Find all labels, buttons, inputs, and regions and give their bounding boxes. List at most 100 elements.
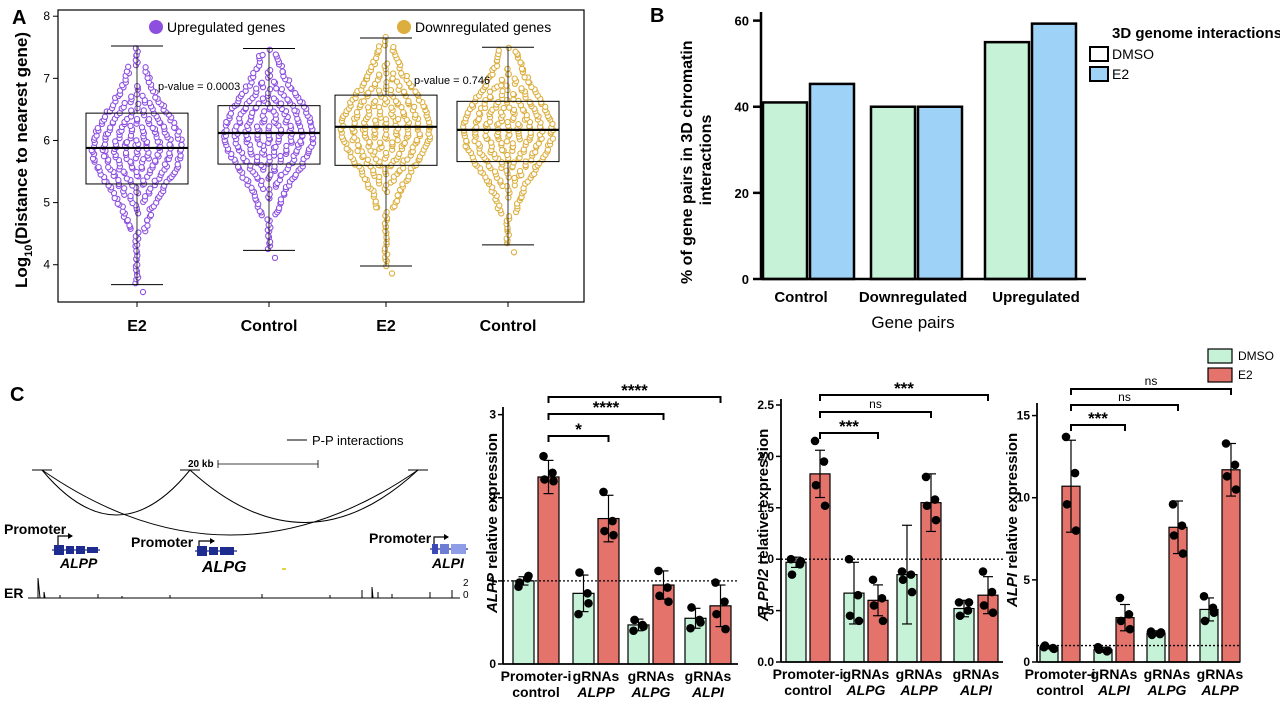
swarm-point — [383, 79, 390, 86]
data-point — [712, 609, 721, 619]
panel-a-y-ticks: 4 5 6 7 8 — [43, 9, 58, 272]
data-point — [600, 526, 609, 536]
gene-alpp-exon — [66, 546, 74, 554]
swarm-point — [261, 108, 268, 115]
swarm-point — [141, 193, 149, 200]
swarm-point — [149, 124, 156, 132]
y-tick-label: 0 — [489, 657, 496, 671]
swarm-point — [503, 82, 510, 89]
data-point — [955, 611, 965, 621]
swarm-point — [394, 137, 401, 144]
swarm-point — [499, 88, 506, 95]
swarm-point — [390, 43, 397, 51]
swarm-point — [371, 80, 379, 88]
data-point — [548, 468, 557, 478]
swarm-point — [511, 174, 518, 182]
significance-bracket — [819, 394, 989, 401]
pvalue-down: p-value = 0.746 — [414, 75, 490, 87]
er-track-signal — [37, 577, 453, 599]
promoter-arrowhead-alpg — [210, 538, 215, 544]
swarm-point — [518, 65, 526, 72]
c2-y-label: ALPPl2 relative expression — [755, 429, 772, 623]
significance-label: * — [575, 420, 582, 439]
swarm-point — [392, 98, 400, 105]
gene-alpg-exon — [209, 547, 218, 555]
promoter-label-alpp: Promoter — [4, 521, 67, 537]
significance-label: *** — [894, 379, 914, 398]
swarm-point — [486, 93, 494, 100]
significance-bracket — [819, 432, 879, 439]
swarm-point — [105, 164, 112, 171]
bar-e2 — [537, 476, 560, 665]
swarm-point — [504, 118, 511, 126]
swarm-point — [128, 93, 135, 100]
bar-dmso — [512, 580, 535, 665]
x-tick-label: control — [1036, 682, 1083, 698]
swarm-point — [375, 104, 383, 111]
y-tick-label: 15 — [1017, 409, 1031, 423]
swarm-point — [140, 177, 147, 184]
swarm-point — [271, 163, 278, 170]
panel-c1-chart: Promoter-icontrolgRNAsALPPgRNAsALPGgRNAs… — [489, 381, 738, 700]
significance-bracket — [1070, 388, 1232, 395]
x-tick-label: control — [512, 684, 559, 700]
swarm-point — [404, 156, 411, 163]
swarm-point — [382, 166, 389, 173]
bar-e2 — [1221, 469, 1241, 663]
swarm-point — [498, 159, 505, 166]
c3-y-label: ALPI relative expression — [1004, 433, 1021, 608]
panel-c-label: C — [10, 384, 24, 406]
swarm-point — [486, 88, 494, 95]
swarm-point — [375, 43, 383, 50]
data-point — [696, 618, 705, 627]
data-point — [711, 578, 720, 587]
x-tick-label: gRNAs — [685, 668, 732, 684]
data-point — [963, 606, 973, 615]
x-tick-label: Control — [241, 318, 298, 335]
gene-alpg-exon — [220, 547, 234, 555]
x-tick-label: E2 — [127, 318, 147, 335]
swarm-point — [412, 111, 419, 118]
legend-up-marker — [149, 20, 163, 34]
swarm-point — [250, 69, 257, 77]
arc-alpp-alpi — [41, 469, 419, 536]
data-point — [664, 597, 673, 606]
legend-c-e2-swatch — [1207, 367, 1233, 383]
legend-up-label: Upregulated genes — [167, 19, 285, 35]
promoter-label-alpg: Promoter — [131, 534, 194, 550]
swarm-point — [498, 139, 505, 147]
data-point — [1221, 439, 1231, 448]
box-iqr — [456, 100, 560, 163]
swarm-point — [272, 51, 279, 58]
data-point — [539, 451, 548, 461]
y-tick-label: 60 — [735, 14, 749, 29]
swarm-point — [495, 47, 502, 54]
significance-label: ns — [869, 397, 882, 411]
swarm-point — [509, 140, 516, 147]
promoter-arrowhead-alpi — [444, 534, 449, 540]
swarm-point — [343, 145, 350, 152]
y-tick-label: 0.0 — [757, 655, 774, 669]
scale-label: 20 kb — [188, 459, 214, 470]
swarm-point — [521, 74, 528, 81]
arc-alpg-alpi — [189, 469, 419, 523]
data-point — [979, 601, 989, 610]
x-tick-label: gRNAs — [953, 666, 1000, 682]
swarm-point — [227, 110, 235, 117]
data-point — [1115, 593, 1125, 603]
legend-down-label: Downregulated genes — [415, 19, 551, 35]
swarm-point — [405, 173, 412, 180]
swarm-point — [284, 96, 291, 103]
swarm-point — [366, 138, 373, 146]
x-tick-label: ALPI — [959, 682, 993, 698]
swarm-point — [283, 142, 290, 150]
swarm-point — [95, 163, 102, 171]
y-tick-label: 4 — [43, 258, 50, 272]
legend-b-dmso-label: DMSO — [1112, 46, 1154, 62]
data-point — [796, 556, 806, 566]
swarm-point — [125, 63, 132, 70]
x-tick-label: ALPP — [576, 684, 615, 700]
swarm-point — [372, 98, 379, 105]
data-point — [1168, 499, 1178, 509]
genome-browser: P-P interactions 20 kb Promoter Promoter… — [4, 433, 469, 601]
